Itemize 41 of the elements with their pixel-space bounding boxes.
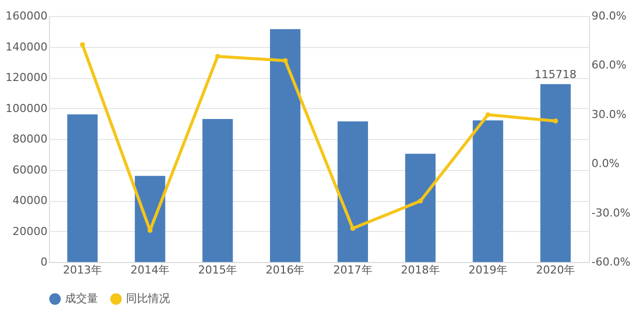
x-tick-label: 2017年 [333,264,372,276]
bar [67,114,98,262]
y-tick-label: 140000 [6,40,48,54]
y-tick-label: 80000 [12,132,48,146]
y2-tick-label: 60.0% [592,58,626,72]
y2-tick-label: -30.0% [592,206,630,220]
y-tick-label: 120000 [6,71,48,84]
bar [202,119,233,262]
x-tick-label: 2014年 [130,264,170,276]
legend-label: 成交量 [65,292,98,305]
y-tick-label: 0 [40,256,48,268]
bar [540,84,571,262]
y2-tick-label: 0.0% [592,157,620,170]
bar [270,29,300,262]
point [553,118,558,124]
point [282,58,288,64]
point [485,112,490,118]
y2-tick-label: 30.0% [592,108,626,121]
x-tick-label: 2018年 [400,264,440,276]
x-tick-label: 2016年 [266,264,305,276]
point [80,42,85,48]
y-tick-label: 40000 [12,194,48,207]
bar [338,121,368,262]
bar [405,154,436,262]
point [418,198,423,204]
x-tick-label: 2015年 [198,264,238,276]
bar [472,120,504,262]
y2-tick-label: 90.0% [592,10,626,22]
data-label: 115718 [534,68,577,82]
y2-tick-label: -60.0% [592,256,630,268]
x-tick-label: 2019年 [468,264,508,276]
y-tick-label: 100000 [6,102,48,115]
y-tick-label: 60000 [12,163,48,176]
y-tick-label: 20000 [12,224,48,238]
y-tick-label: 160000 [6,10,48,22]
x-tick-label: 2013年 [62,264,102,276]
legend-label: 同比情况 [126,292,170,305]
point [350,226,356,231]
bar [134,176,166,262]
point [215,54,220,59]
x-tick-label: 2020年 [536,264,576,276]
